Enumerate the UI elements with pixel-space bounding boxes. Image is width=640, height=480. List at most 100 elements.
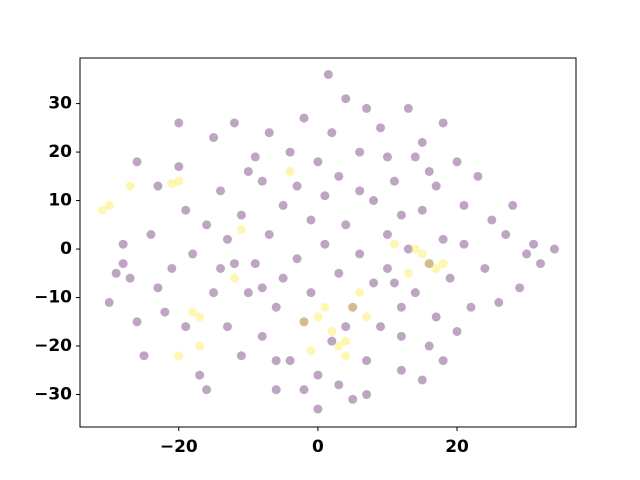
point [209, 133, 219, 143]
point [236, 351, 246, 361]
point [320, 191, 330, 201]
point [111, 268, 121, 278]
point [348, 394, 358, 404]
point [250, 259, 260, 269]
point [494, 297, 504, 307]
point [355, 288, 365, 298]
point [452, 326, 462, 336]
point [216, 263, 226, 273]
y-tick-label: 0 [60, 239, 72, 259]
point [355, 249, 365, 259]
point [278, 200, 288, 210]
point [341, 322, 351, 332]
point [174, 351, 184, 361]
point [334, 380, 344, 390]
point [438, 118, 448, 128]
point [459, 239, 469, 249]
point [403, 244, 413, 254]
x-tick-label: 0 [312, 437, 324, 457]
point [382, 263, 392, 273]
point [396, 210, 406, 220]
point [229, 273, 239, 283]
point [403, 268, 413, 278]
y-tick-label: −30 [34, 385, 72, 405]
point [417, 375, 427, 385]
point [167, 263, 177, 273]
point [501, 229, 511, 239]
point [327, 336, 337, 346]
point [174, 162, 184, 172]
point [257, 283, 267, 293]
point [306, 215, 316, 225]
point [264, 229, 274, 239]
point [181, 205, 191, 215]
point [515, 283, 525, 293]
y-tick-label: 20 [48, 142, 72, 162]
point [264, 128, 274, 138]
point [508, 200, 518, 210]
point [355, 186, 365, 196]
point [181, 322, 191, 332]
point [146, 229, 156, 239]
point [250, 152, 260, 162]
point [313, 312, 323, 322]
point [362, 103, 372, 113]
point [396, 302, 406, 312]
point [188, 307, 198, 317]
point [424, 166, 434, 176]
point [271, 302, 281, 312]
point [299, 113, 309, 123]
y-tick-label: −10 [34, 288, 72, 308]
point [417, 137, 427, 147]
point [369, 278, 379, 288]
point [334, 268, 344, 278]
point [382, 152, 392, 162]
point [125, 181, 135, 191]
point [341, 94, 351, 104]
point [222, 322, 232, 332]
point [389, 278, 399, 288]
point [376, 322, 386, 332]
point [292, 254, 302, 264]
point [445, 273, 455, 283]
point [327, 128, 337, 138]
point [376, 123, 386, 133]
point [362, 356, 372, 366]
point [202, 385, 212, 395]
point [229, 118, 239, 128]
point [174, 176, 184, 186]
point [424, 259, 434, 269]
point [459, 200, 469, 210]
point [285, 166, 295, 176]
point [188, 249, 198, 259]
point [522, 249, 532, 259]
point [341, 336, 351, 346]
point [167, 179, 177, 189]
point [104, 200, 114, 210]
point [389, 176, 399, 186]
point [341, 220, 351, 230]
point [292, 181, 302, 191]
point [222, 234, 232, 244]
point [396, 365, 406, 375]
point [257, 331, 267, 341]
points [97, 69, 559, 414]
point [153, 181, 163, 191]
point [362, 390, 372, 400]
point [257, 176, 267, 186]
point [174, 118, 184, 128]
point [529, 239, 539, 249]
point [229, 259, 239, 269]
point [487, 215, 497, 225]
point [278, 273, 288, 283]
point [236, 210, 246, 220]
point [431, 181, 441, 191]
point [216, 186, 226, 196]
point [285, 356, 295, 366]
point [243, 166, 253, 176]
point [118, 239, 128, 249]
x-tick-label: −20 [160, 437, 198, 457]
point [160, 307, 170, 317]
point [323, 69, 333, 79]
